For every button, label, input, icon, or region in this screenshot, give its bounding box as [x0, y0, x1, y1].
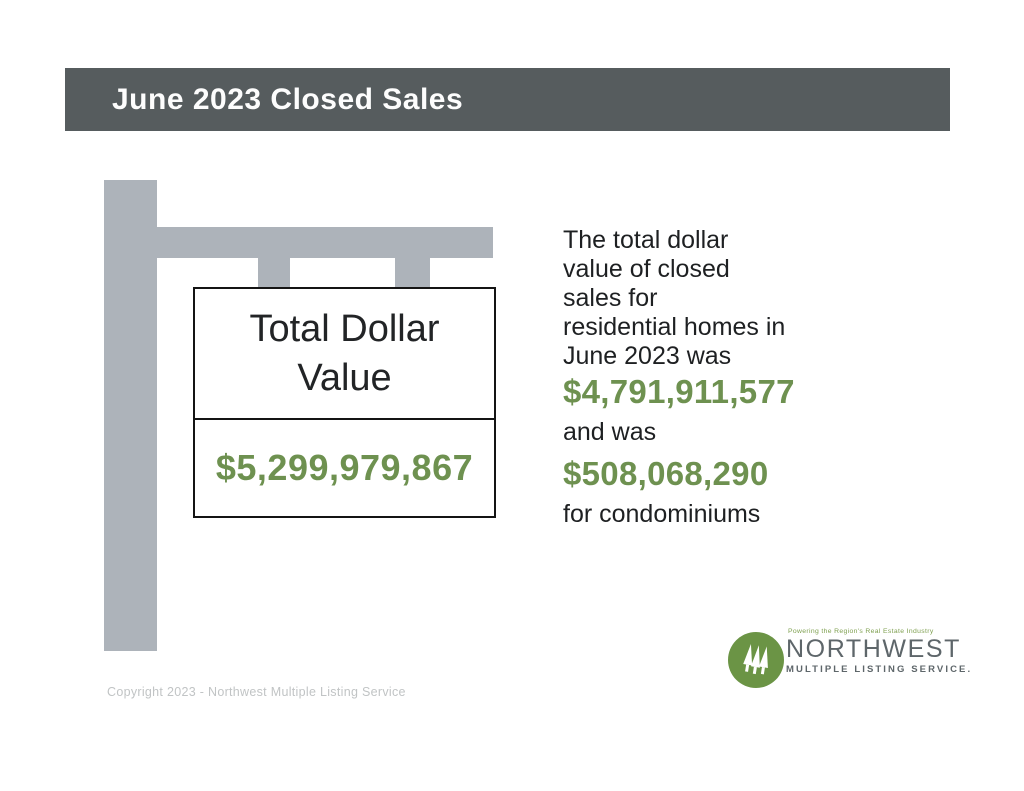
signpost-hanger-right: [395, 257, 430, 288]
summary-line: value of closed: [563, 255, 730, 283]
summary-closing: for condominiums: [563, 500, 761, 528]
signpost-horizontal-arm: [155, 227, 493, 258]
logo-text-block: Powering the Region's Real Estate Indust…: [786, 628, 973, 675]
logo-subtitle: MULTIPLE LISTING SERVICE.: [786, 664, 973, 675]
header-bar: June 2023 Closed Sales: [65, 68, 950, 131]
residential-total-value: $4,791,911,577: [563, 373, 795, 410]
sign-title: Total Dollar Value: [195, 289, 494, 420]
logo-tagline: Powering the Region's Real Estate Indust…: [788, 628, 934, 635]
trees-icon: [728, 632, 784, 688]
summary-text-block: The total dollar value of closed sales f…: [563, 226, 863, 534]
page-title: June 2023 Closed Sales: [112, 82, 464, 116]
copyright-notice: Copyright 2023 - Northwest Multiple List…: [107, 685, 406, 699]
signpost-hanger-left: [258, 257, 290, 288]
summary-line: The total dollar: [563, 226, 729, 254]
summary-line: residential homes in: [563, 313, 786, 341]
summary-line: June 2023 was: [563, 342, 732, 370]
sign-board: Total Dollar Value $5,299,979,867: [193, 287, 496, 518]
logo-name: NORTHWEST: [786, 635, 962, 663]
nwmls-logo: Powering the Region's Real Estate Indust…: [728, 628, 973, 690]
sign-total-dollar-value: $5,299,979,867: [215, 447, 474, 488]
summary-line: sales for: [563, 284, 658, 312]
summary-connector: and was: [563, 418, 657, 446]
sign-title-line1: Total Dollar: [249, 307, 440, 350]
signpost-vertical-pole: [104, 180, 157, 651]
condominium-total-value: $508,068,290: [563, 455, 769, 492]
sign-title-line2: Value: [297, 356, 392, 399]
